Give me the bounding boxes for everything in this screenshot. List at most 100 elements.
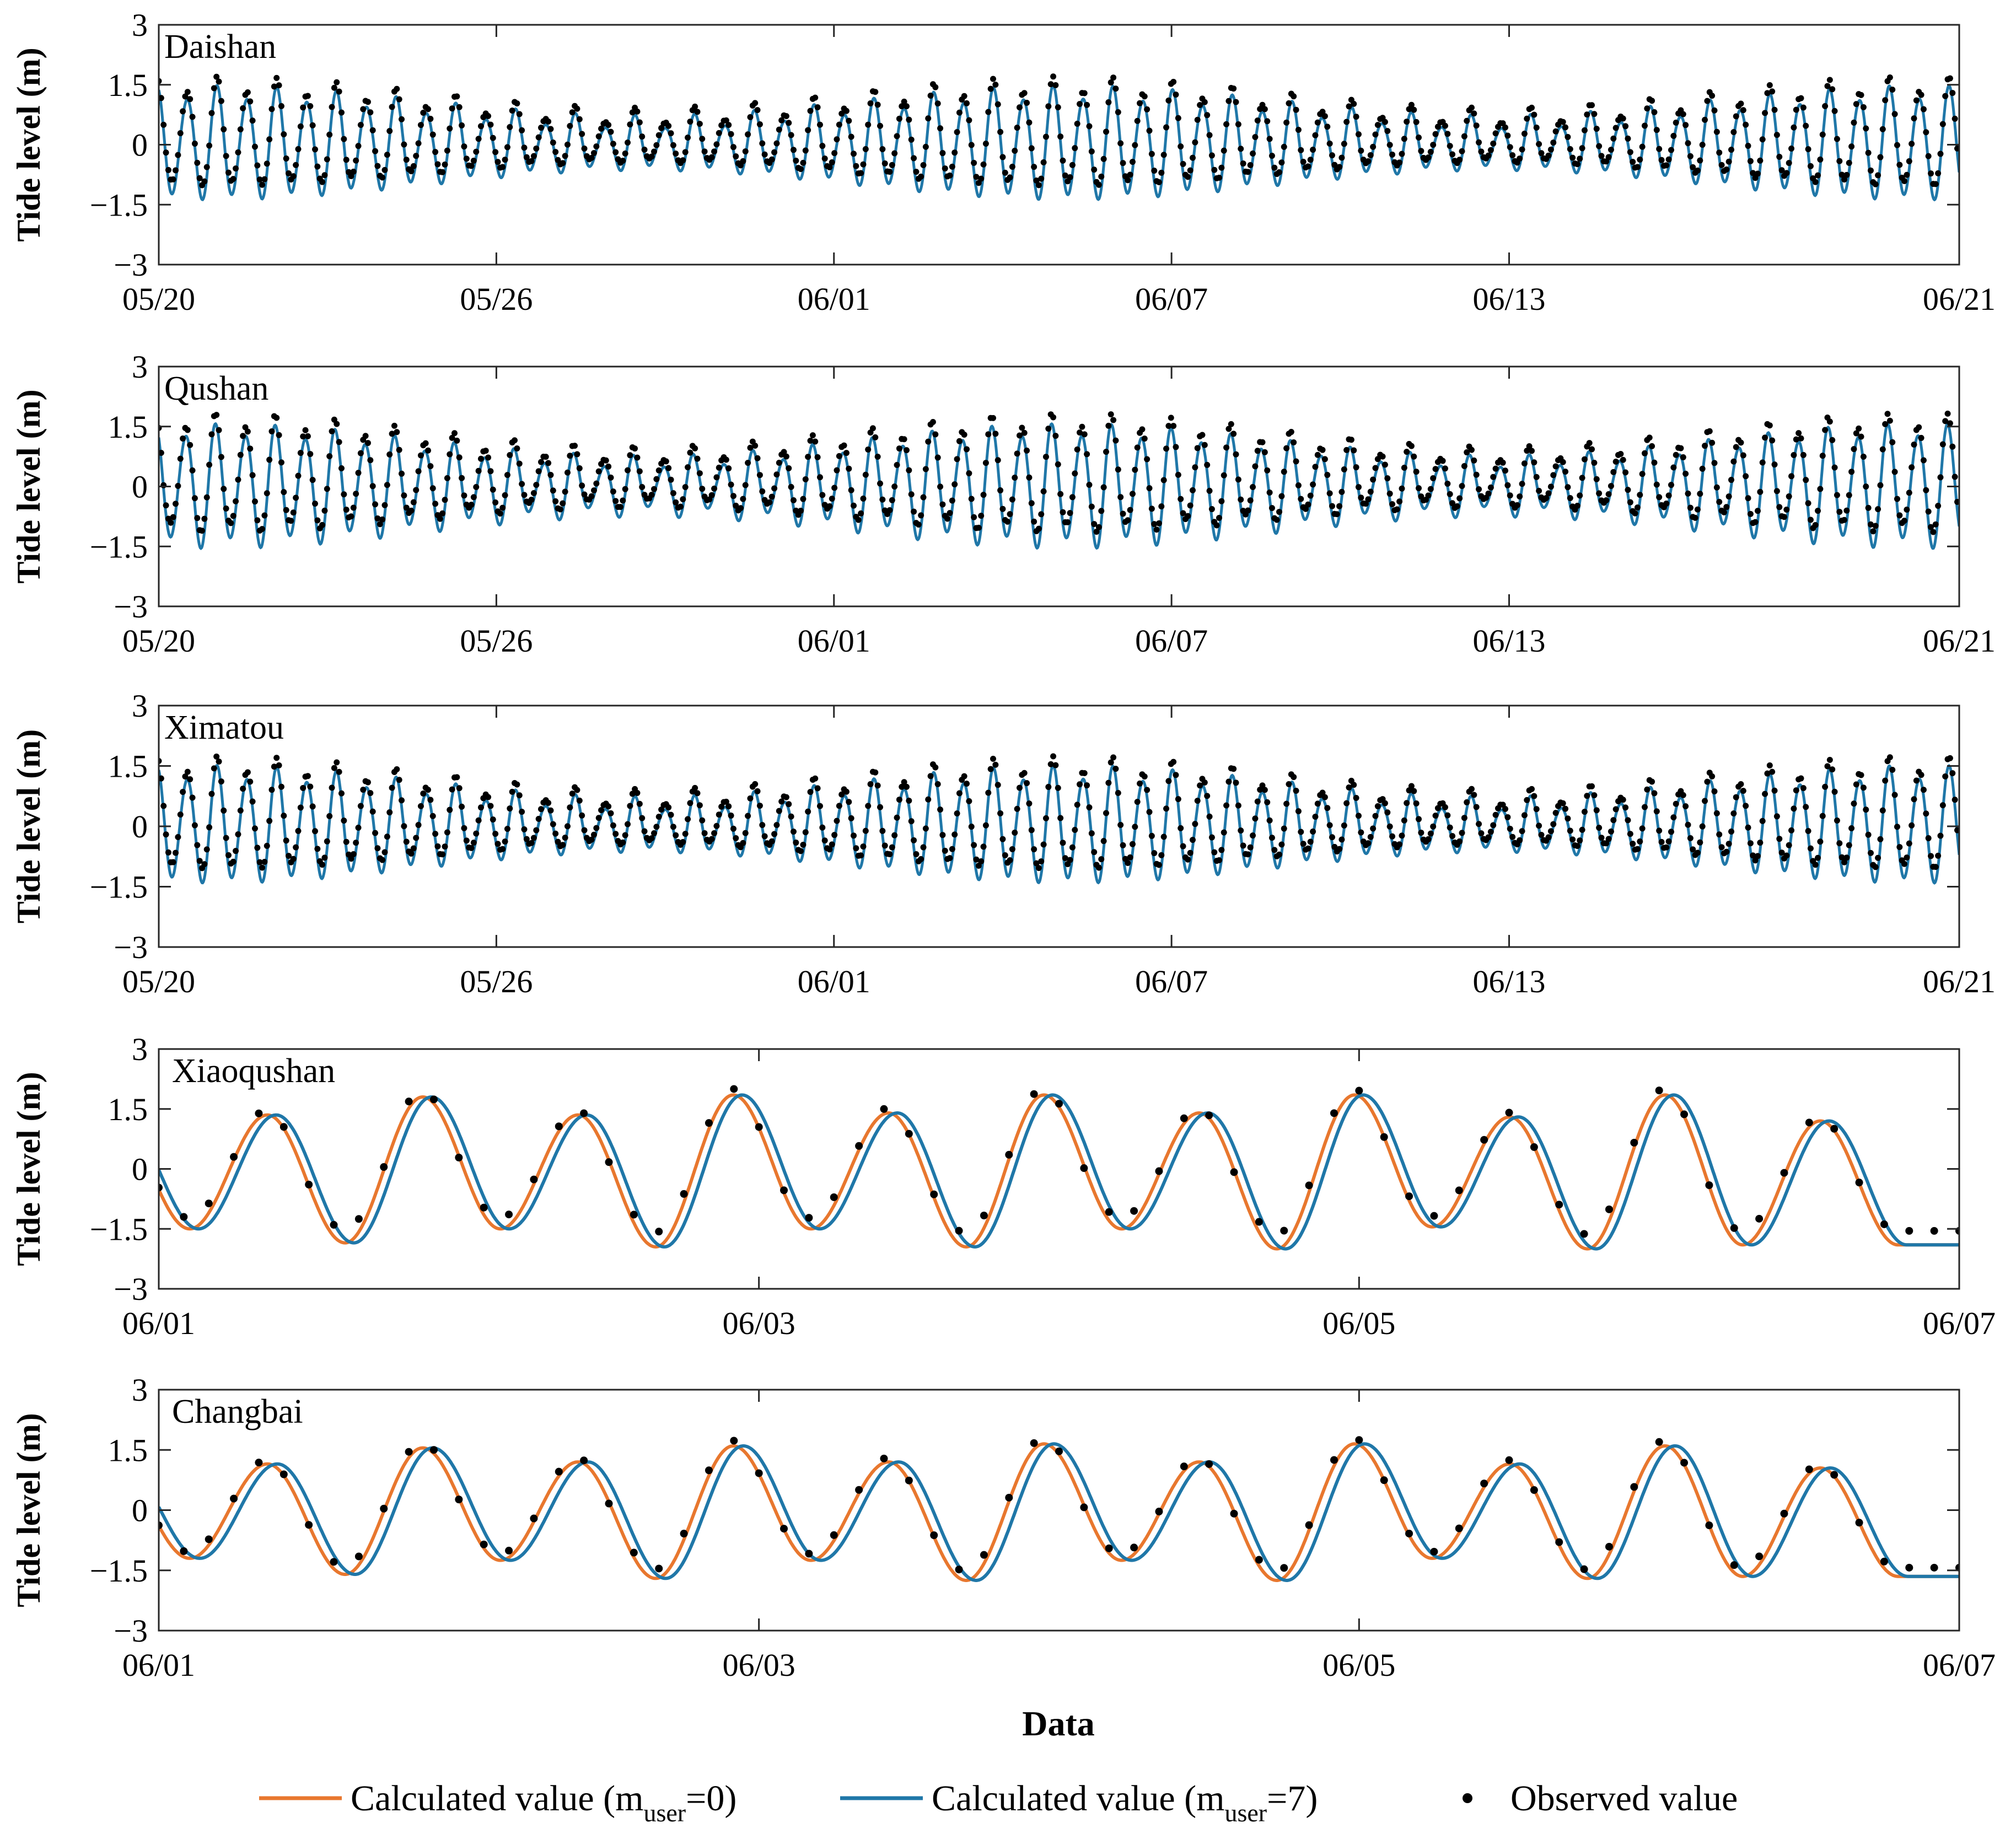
observed-point — [547, 472, 554, 478]
observed-point — [1065, 519, 1071, 525]
observed-point — [1208, 152, 1215, 159]
observed-point — [1165, 423, 1172, 429]
observed-point — [1291, 93, 1297, 100]
observed-point — [862, 471, 869, 478]
observed-point — [251, 825, 258, 832]
observed-point — [1591, 111, 1598, 117]
x-tick-label: 06/07 — [1923, 1647, 1996, 1683]
observed-point — [1280, 1564, 1288, 1572]
observed-point — [841, 442, 847, 449]
observed-point — [1886, 417, 1893, 424]
observed-point — [598, 125, 605, 132]
observed-point — [1100, 155, 1107, 162]
observed-point — [502, 838, 508, 845]
observed-point — [1067, 857, 1073, 863]
observed-point — [788, 813, 794, 820]
observed-point — [1464, 117, 1470, 124]
observed-point — [1045, 784, 1052, 790]
observed-point — [530, 1514, 538, 1523]
observed-point — [848, 815, 854, 821]
observed-point — [574, 787, 580, 793]
observed-point — [1014, 125, 1020, 131]
observed-point — [814, 785, 821, 792]
observed-point — [1713, 484, 1720, 491]
observed-point — [1565, 484, 1571, 491]
x-tick-label: 06/01 — [798, 281, 870, 317]
observed-point — [1173, 772, 1179, 778]
observed-point — [189, 114, 196, 120]
observed-point — [903, 447, 910, 454]
observed-point — [1634, 504, 1641, 511]
observed-point — [504, 826, 510, 832]
observed-point — [630, 1548, 638, 1557]
observed-point — [216, 78, 222, 85]
observed-point — [1875, 506, 1881, 513]
observed-point — [1490, 822, 1497, 829]
svg-text:Observed value: Observed value — [1510, 1778, 1738, 1819]
observed-point — [1793, 436, 1799, 443]
observed-point — [492, 149, 499, 155]
observed-point — [867, 781, 874, 788]
observed-point — [1589, 102, 1595, 109]
observed-point — [1233, 779, 1239, 786]
observed-point — [1579, 145, 1585, 152]
observed-point — [497, 510, 503, 517]
observed-point — [1057, 491, 1064, 497]
observed-point — [733, 502, 739, 509]
observed-point — [1836, 509, 1843, 515]
observed-point — [1545, 490, 1552, 497]
observed-point — [165, 849, 171, 856]
observed-point — [1218, 847, 1225, 853]
observed-point — [968, 496, 975, 502]
observed-point — [759, 488, 766, 494]
observed-point — [1381, 800, 1388, 806]
observed-point — [925, 115, 932, 122]
observed-point — [1865, 831, 1872, 838]
observed-point — [836, 803, 842, 809]
observed-point — [1052, 762, 1059, 768]
observed-point — [1057, 133, 1064, 140]
observed-point — [1762, 790, 1768, 797]
observed-point — [456, 454, 463, 461]
y-tick-label: 3 — [132, 1031, 148, 1067]
observed-point — [1389, 833, 1396, 840]
observed-point — [1690, 164, 1696, 170]
observed-point — [955, 1227, 963, 1235]
observed-point — [992, 82, 999, 88]
observed-point — [1901, 860, 1908, 867]
observed-point — [1079, 423, 1085, 430]
observed-point — [1180, 1462, 1188, 1471]
observed-point — [865, 803, 872, 809]
observed-point — [692, 103, 698, 110]
observed-point — [1759, 459, 1766, 466]
observed-point — [184, 768, 191, 775]
observed-point — [1088, 830, 1095, 837]
observed-point — [572, 443, 578, 449]
observed-point — [1843, 171, 1850, 178]
observed-point — [562, 835, 568, 841]
observed-point — [728, 131, 734, 137]
observed-point — [1870, 528, 1877, 535]
observed-point — [1882, 421, 1889, 427]
observed-point — [1780, 1509, 1788, 1518]
observed-point — [394, 429, 400, 435]
observed-point — [680, 496, 686, 503]
observed-point — [1168, 415, 1174, 421]
observed-point — [867, 100, 874, 107]
observed-point — [1055, 784, 1061, 791]
observed-point — [1909, 464, 1915, 471]
observed-point — [966, 798, 972, 804]
observed-point — [987, 85, 994, 92]
observed-point — [1747, 158, 1754, 164]
observed-point — [1035, 182, 1042, 189]
observed-point — [343, 838, 350, 845]
observed-point — [608, 810, 614, 816]
observed-point — [442, 161, 448, 168]
observed-point — [547, 126, 554, 132]
observed-point — [778, 798, 785, 805]
observed-point — [1430, 1212, 1438, 1220]
observed-point — [733, 153, 739, 160]
observed-point — [1035, 865, 1042, 872]
observed-point — [1130, 1207, 1138, 1215]
